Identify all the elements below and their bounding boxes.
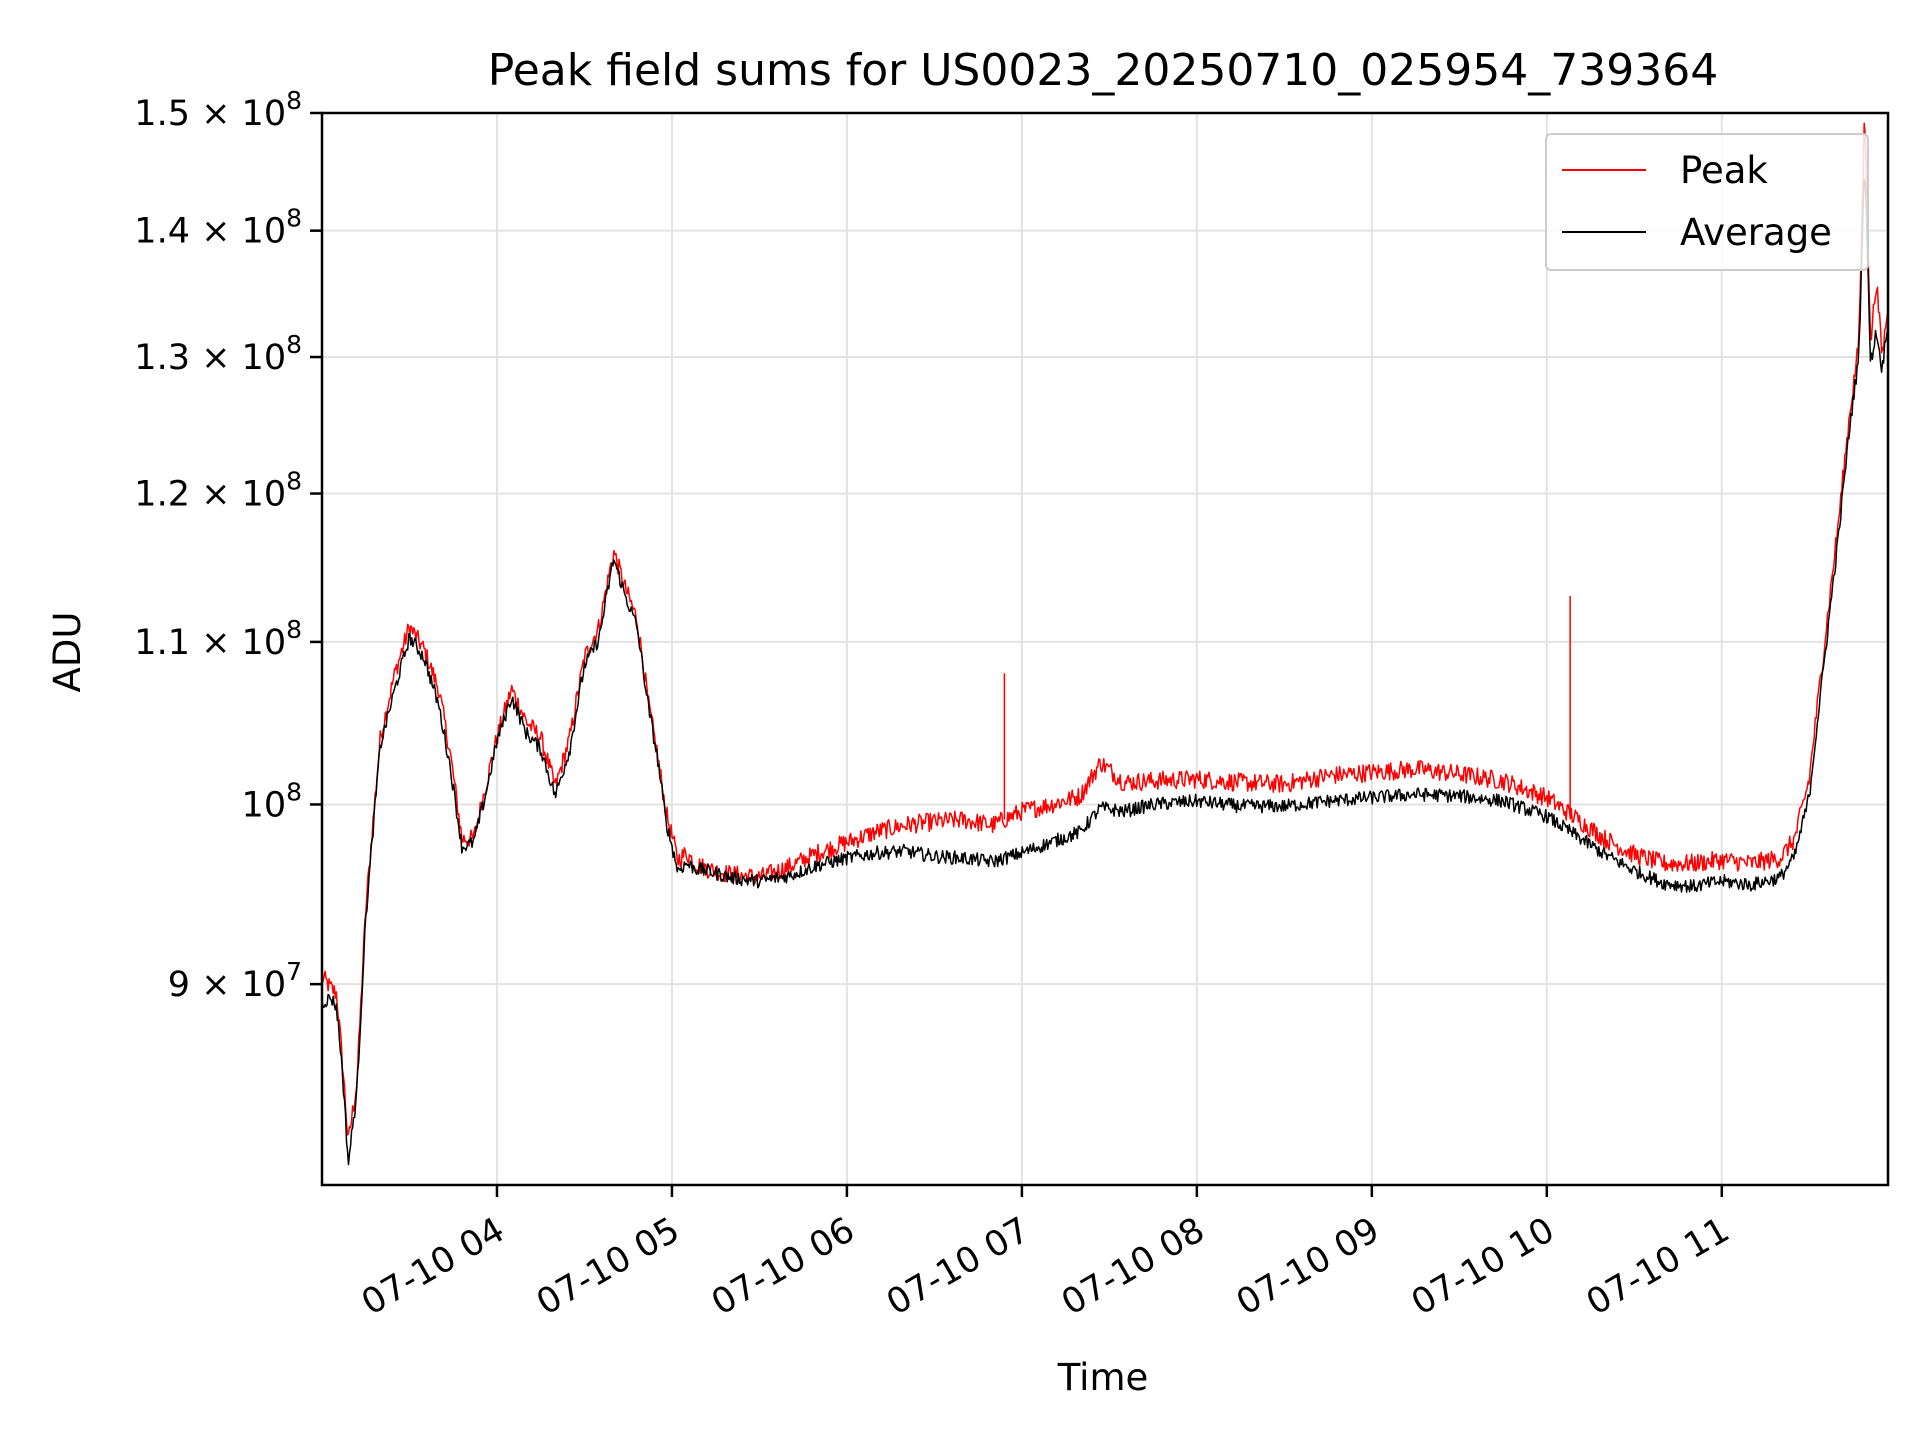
y-axis-label: ADU bbox=[46, 612, 89, 693]
y-tick-base: 10 bbox=[242, 785, 287, 825]
legend-label-peak: Peak bbox=[1680, 149, 1768, 192]
y-tick-label: 9 × 107 bbox=[168, 957, 302, 1005]
y-tick-base: 10 bbox=[242, 338, 287, 378]
y-tick-exp: 8 bbox=[286, 615, 302, 644]
y-tick-label: 1.1 × 108 bbox=[134, 615, 302, 663]
y-tick-op: × bbox=[190, 623, 242, 663]
series-layer bbox=[321, 122, 1889, 1166]
y-tick-op: × bbox=[190, 212, 242, 252]
y-tick-mantissa: 1.5 bbox=[134, 94, 190, 134]
y-tick-mantissa: 1.3 bbox=[134, 338, 190, 378]
y-tick-label: 108 bbox=[242, 777, 302, 825]
y-tick-mantissa: 1.4 bbox=[134, 212, 190, 252]
plot-area-frame bbox=[320, 111, 1890, 1187]
legend: Peak Average bbox=[1545, 133, 1869, 271]
legend-box bbox=[1545, 133, 1869, 271]
y-tick-exp: 8 bbox=[286, 86, 302, 115]
x-axis-label: Time bbox=[1057, 1356, 1149, 1399]
y-tick-exp: 8 bbox=[286, 467, 302, 496]
y-tick-op: × bbox=[190, 475, 242, 515]
y-tick-mantissa: 1.1 bbox=[134, 623, 190, 663]
y-tick-op: × bbox=[190, 94, 242, 134]
y-tick-op: × bbox=[190, 965, 242, 1005]
legend-label-average: Average bbox=[1680, 211, 1832, 254]
y-tick-base: 10 bbox=[242, 212, 287, 252]
series-line-average bbox=[321, 178, 1889, 1166]
y-tick-exp: 8 bbox=[286, 204, 302, 233]
y-tick-op: × bbox=[190, 338, 242, 378]
y-tick-mantissa: 1.2 bbox=[134, 475, 190, 515]
y-tick-label: 1.4 × 108 bbox=[134, 204, 302, 252]
y-tick-label: 1.2 × 108 bbox=[134, 467, 302, 515]
y-tick-base: 10 bbox=[242, 94, 287, 134]
y-tick-label: 1.5 × 108 bbox=[134, 86, 302, 134]
y-tick-label: 1.3 × 108 bbox=[134, 330, 302, 378]
y-tick-base: 10 bbox=[242, 965, 287, 1005]
y-tick-exp: 7 bbox=[286, 957, 302, 986]
y-tick-exp: 8 bbox=[286, 330, 302, 359]
series-line-peak bbox=[321, 122, 1889, 1136]
y-tick-base: 10 bbox=[242, 623, 287, 663]
chart-title: Peak field sums for US0023_20250710_0259… bbox=[488, 45, 1718, 96]
y-tick-mantissa: 9 bbox=[168, 965, 190, 1005]
y-tick-base: 10 bbox=[242, 475, 287, 515]
y-tick-exp: 8 bbox=[286, 777, 302, 806]
